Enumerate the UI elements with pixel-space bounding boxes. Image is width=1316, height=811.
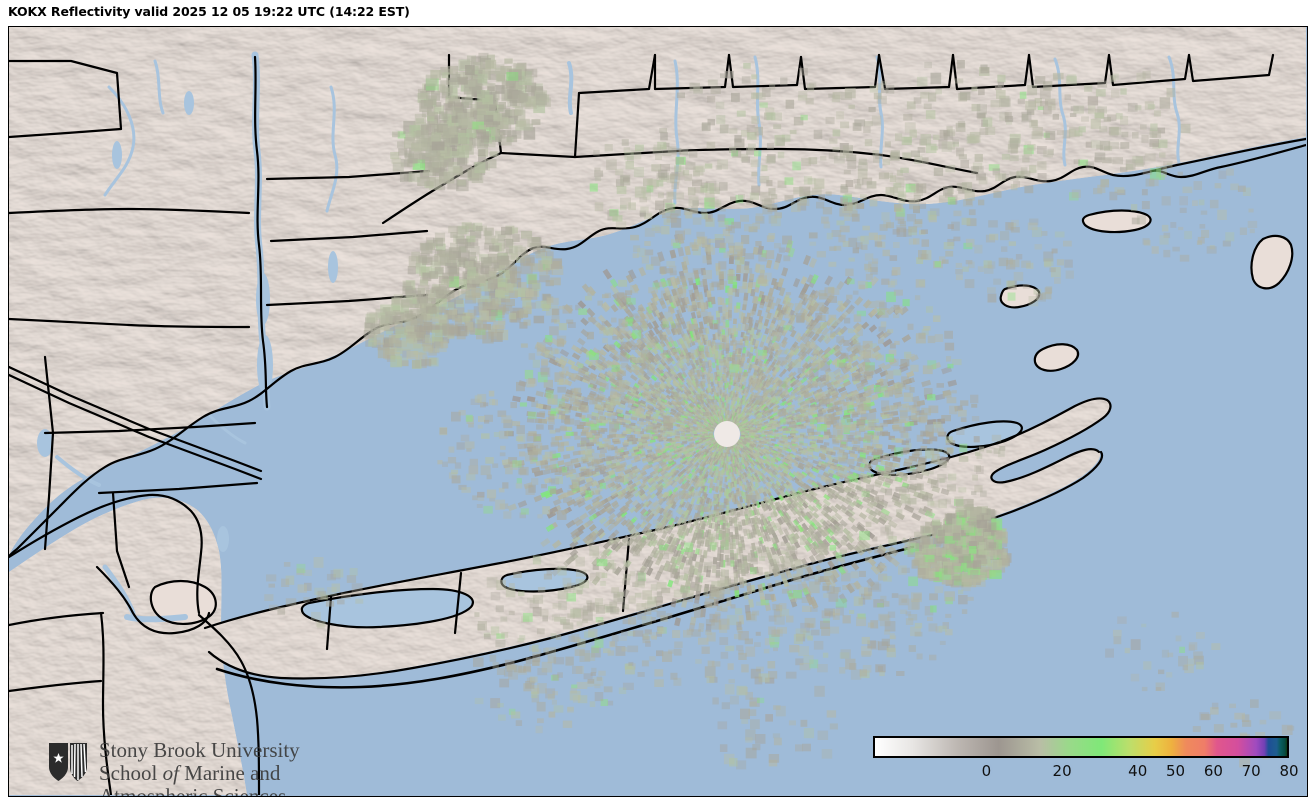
radar-map-frame[interactable]: Stony Brook University School of Marine … xyxy=(8,26,1308,797)
colorbar-tick-60: 60 xyxy=(1203,762,1223,780)
sbu-logo-line-2-a: School xyxy=(99,761,163,785)
cone-of-silence xyxy=(714,421,740,447)
sbu-logo-text: Stony Brook University School of Marine … xyxy=(99,739,300,797)
sbu-logo-line-2-italic: of xyxy=(162,761,179,785)
sbu-logo-line-2-b: Marine and xyxy=(178,761,281,785)
sbu-logo-line-1: Stony Brook University xyxy=(99,738,300,762)
sbu-logo-line-3: Atmospheric Sciences xyxy=(99,784,287,797)
stony-brook-university-logo: Stony Brook University School of Marine … xyxy=(47,739,347,797)
radar-distant-gates xyxy=(264,52,1295,770)
radar-map-canvas[interactable] xyxy=(9,27,1306,795)
sbu-logo-line-2: School of Marine and xyxy=(99,762,300,785)
sbu-shield-icon xyxy=(49,743,87,781)
reflectivity-colorbar[interactable]: 0 20 40 50 60 70 80 xyxy=(873,736,1299,794)
colorbar-tick-40: 40 xyxy=(1128,762,1148,780)
colorbar-tick-20: 20 xyxy=(1052,762,1072,780)
colorbar-bar[interactable] xyxy=(873,736,1289,758)
radar-reflectivity-layer xyxy=(264,52,1295,770)
colorbar-tick-0: 0 xyxy=(981,762,992,780)
colorbar-tick-80: 80 xyxy=(1279,762,1299,780)
page-title: KOKX Reflectivity valid 2025 12 05 19:22… xyxy=(8,4,410,19)
colorbar-tick-70: 70 xyxy=(1241,762,1261,780)
colorbar-tick-50: 50 xyxy=(1165,762,1186,780)
colorbar-gradient xyxy=(875,738,1287,756)
